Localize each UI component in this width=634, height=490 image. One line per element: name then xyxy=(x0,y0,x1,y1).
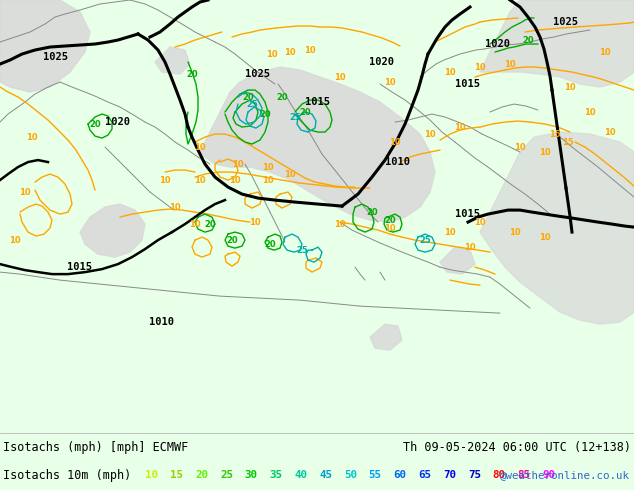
Text: 10: 10 xyxy=(509,227,521,237)
Text: 10: 10 xyxy=(584,107,596,117)
Text: 10: 10 xyxy=(262,163,274,172)
Text: 35: 35 xyxy=(269,470,283,480)
Text: 1010: 1010 xyxy=(150,317,174,327)
Text: 10: 10 xyxy=(444,227,456,237)
Text: 1020: 1020 xyxy=(486,39,510,49)
Text: 25: 25 xyxy=(289,113,301,122)
Text: 15: 15 xyxy=(562,138,574,147)
Text: 20: 20 xyxy=(384,216,396,224)
Polygon shape xyxy=(80,204,145,257)
Text: 25: 25 xyxy=(246,99,258,109)
Text: 10: 10 xyxy=(334,73,346,81)
Text: @weatheronline.co.uk: @weatheronline.co.uk xyxy=(500,470,630,480)
Text: 15: 15 xyxy=(549,129,561,139)
Text: 80: 80 xyxy=(493,470,506,480)
Text: 30: 30 xyxy=(245,470,257,480)
Polygon shape xyxy=(155,47,190,74)
Text: 10: 10 xyxy=(249,218,261,226)
Text: 10: 10 xyxy=(145,470,158,480)
Polygon shape xyxy=(0,0,90,92)
Text: 10: 10 xyxy=(169,202,181,212)
Text: 10: 10 xyxy=(474,218,486,226)
Text: 10: 10 xyxy=(262,175,274,185)
Text: 10: 10 xyxy=(19,188,31,196)
Polygon shape xyxy=(480,132,634,324)
Polygon shape xyxy=(440,247,475,274)
Text: 1025: 1025 xyxy=(42,52,67,62)
Polygon shape xyxy=(370,324,402,350)
Text: 1020: 1020 xyxy=(105,117,131,127)
Text: 40: 40 xyxy=(294,470,307,480)
Text: 20: 20 xyxy=(195,470,208,480)
Text: 1015: 1015 xyxy=(455,79,481,89)
Text: 10: 10 xyxy=(454,122,466,131)
Text: 10: 10 xyxy=(424,129,436,139)
Text: 10: 10 xyxy=(304,46,316,54)
Text: 10: 10 xyxy=(514,143,526,151)
Text: 20: 20 xyxy=(259,110,271,119)
Text: 20: 20 xyxy=(186,70,198,78)
Text: 20: 20 xyxy=(299,107,311,117)
Text: 1020: 1020 xyxy=(370,57,394,67)
Text: 55: 55 xyxy=(369,470,382,480)
Text: 10: 10 xyxy=(464,243,476,251)
Text: 1025: 1025 xyxy=(245,69,271,79)
Text: 10: 10 xyxy=(604,127,616,137)
Text: 1010: 1010 xyxy=(385,157,410,167)
Text: 10: 10 xyxy=(474,63,486,72)
Text: 10: 10 xyxy=(284,170,296,178)
Text: 10: 10 xyxy=(564,82,576,92)
Text: 10: 10 xyxy=(384,223,396,233)
Text: 20: 20 xyxy=(226,236,238,245)
Text: 60: 60 xyxy=(394,470,406,480)
Text: 20: 20 xyxy=(522,35,534,45)
Text: 90: 90 xyxy=(542,470,555,480)
Text: 10: 10 xyxy=(384,77,396,87)
Text: 20: 20 xyxy=(242,93,254,101)
Polygon shape xyxy=(200,67,435,222)
Text: 20: 20 xyxy=(89,120,101,128)
Text: 10: 10 xyxy=(539,233,551,242)
Text: 20: 20 xyxy=(366,208,378,217)
Text: 10: 10 xyxy=(26,133,38,142)
Text: 20: 20 xyxy=(264,240,276,248)
Text: 10: 10 xyxy=(159,175,171,185)
Text: 10: 10 xyxy=(232,160,244,169)
Text: 10: 10 xyxy=(194,143,206,151)
Text: 10: 10 xyxy=(334,220,346,229)
Text: Th 09-05-2024 06:00 UTC (12+138): Th 09-05-2024 06:00 UTC (12+138) xyxy=(403,441,631,454)
Text: 10: 10 xyxy=(194,175,206,185)
Text: 10: 10 xyxy=(266,49,278,58)
Text: Isotachs (mph) [mph] ECMWF: Isotachs (mph) [mph] ECMWF xyxy=(3,441,188,454)
Text: 1015: 1015 xyxy=(455,209,481,219)
Text: 10: 10 xyxy=(389,138,401,147)
Text: 25: 25 xyxy=(220,470,233,480)
Text: 10: 10 xyxy=(189,220,201,229)
Text: 25: 25 xyxy=(419,236,431,245)
Text: 10: 10 xyxy=(539,147,551,157)
Text: 45: 45 xyxy=(319,470,332,480)
Text: 10: 10 xyxy=(599,48,611,56)
Text: 20: 20 xyxy=(204,220,216,229)
Polygon shape xyxy=(480,0,634,87)
Text: 20: 20 xyxy=(276,93,288,101)
Text: 10: 10 xyxy=(444,68,456,76)
Text: 10: 10 xyxy=(229,175,241,185)
Text: 70: 70 xyxy=(443,470,456,480)
Text: 10: 10 xyxy=(504,59,516,69)
Text: Isotachs 10m (mph): Isotachs 10m (mph) xyxy=(3,468,131,482)
Text: 1015: 1015 xyxy=(306,97,330,107)
Text: 15: 15 xyxy=(171,470,183,480)
Text: 1025: 1025 xyxy=(552,17,578,27)
Text: 10: 10 xyxy=(284,48,296,56)
Text: 85: 85 xyxy=(517,470,531,480)
Text: 50: 50 xyxy=(344,470,357,480)
Text: 1015: 1015 xyxy=(67,262,93,272)
Text: 25: 25 xyxy=(296,245,308,255)
Text: 75: 75 xyxy=(468,470,481,480)
Text: 65: 65 xyxy=(418,470,431,480)
Text: 10: 10 xyxy=(9,236,21,245)
